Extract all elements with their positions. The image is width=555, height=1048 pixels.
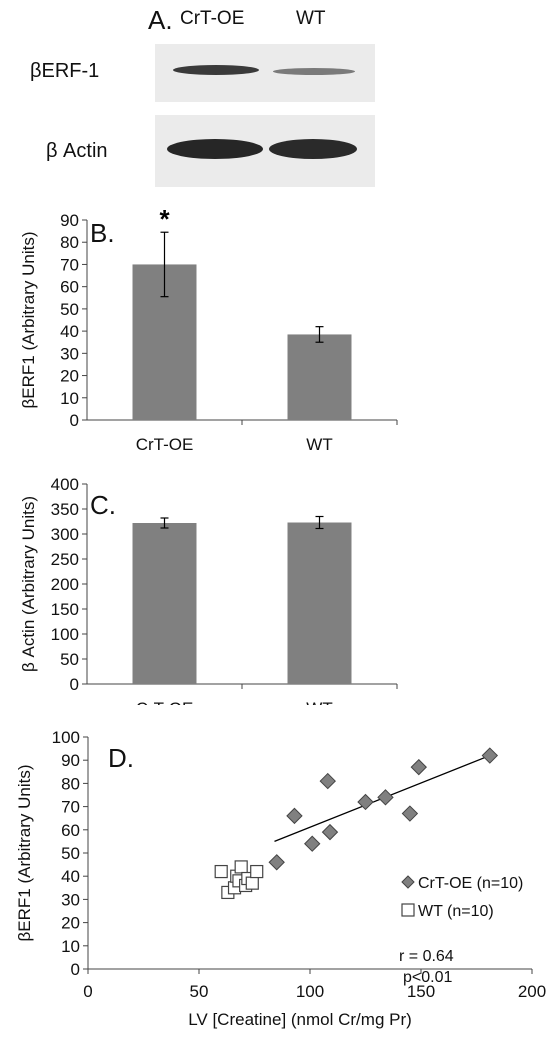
- chart-b-y-tick-label: 30: [60, 344, 79, 363]
- chart-c-y-tick-label: 400: [51, 475, 79, 494]
- chart-d-y-tick-label: 0: [71, 960, 80, 979]
- chart-b-panel-letter: B.: [90, 218, 115, 248]
- chart-d-x-tick-label: 50: [190, 982, 209, 1001]
- chart-d-point-crt-oe: [321, 823, 339, 841]
- chart-d-y-tick-label: 60: [61, 821, 80, 840]
- blot-band-actin-wt: [269, 139, 357, 159]
- chart-c-y-tick-label: 200: [51, 575, 79, 594]
- chart-d-y-tick-label: 20: [61, 914, 80, 933]
- blot-band-actin-crt-oe: [167, 139, 263, 159]
- chart-d-legend-marker-wt: [401, 903, 415, 917]
- chart-d-point-crt-oe: [481, 747, 499, 764]
- chart-d-point-wt: [250, 864, 264, 879]
- chart-c-x-category-label: WT: [306, 699, 332, 705]
- chart-d-point-crt-oe: [357, 793, 374, 811]
- chart-d-y-tick-label: 40: [61, 867, 80, 886]
- chart-d-point-crt-oe: [319, 772, 336, 790]
- chart-d-point-crt-oe: [401, 805, 419, 822]
- chart-d-point-crt-oe: [268, 854, 285, 871]
- chart-d-y-tick-label: 100: [52, 728, 80, 747]
- chart-b-y-tick-label: 20: [60, 367, 79, 386]
- chart-b-significance-mark: *: [159, 204, 170, 234]
- blot-band-berf1-crt-oe: [173, 65, 259, 75]
- chart-d-legend-label: WT (n=10): [418, 903, 494, 920]
- chart-c-y-tick-label: 50: [60, 650, 79, 669]
- chart-d-legend-marker-crt-oe: [401, 875, 415, 889]
- chart-b-y-tick-label: 70: [60, 255, 79, 274]
- chart-d-y-axis-label: βERF1 (Arbitrary Units): [15, 765, 34, 942]
- chart-b: 0 10 20 30 40 50 60 70 80 90 * CrT-OE WT B. βERF1 (Arb…: [19, 204, 398, 454]
- chart-b-y-tick-label: 50: [60, 300, 79, 319]
- chart-d-point-crt-oe: [286, 807, 303, 825]
- chart-d-point-wt: [245, 876, 259, 890]
- chart-b-x-category-label: CrT-OE: [136, 435, 194, 454]
- chart-d-point-crt-oe: [410, 758, 427, 776]
- blot-band-berf1-wt: [273, 68, 355, 75]
- chart-b-y-axis-label: βERF1 (Arbitrary Units): [19, 232, 38, 409]
- chart-d-point-wt: [214, 864, 228, 879]
- chart-b-y-tick-label: 10: [60, 389, 79, 408]
- chart-c-y-axis-label: β Actin (Arbitrary Units): [19, 496, 38, 672]
- chart-b-y-tick-label: 40: [60, 322, 79, 341]
- chart-b-y-tick-label: 0: [70, 411, 79, 430]
- chart-b-y-tick-label: 60: [60, 278, 79, 297]
- chart-d-y-tick-label: 80: [61, 774, 80, 793]
- blot-image-berf1: [155, 44, 375, 102]
- chart-d-x-tick-label: 150: [407, 982, 435, 1001]
- chart-d-x-tick-label: 100: [296, 982, 324, 1001]
- chart-d-y-tick-label: 90: [61, 751, 80, 770]
- chart-d-legend-label: CrT-OE (n=10): [418, 875, 523, 892]
- blot-label-berf1: βERF-1: [30, 60, 100, 82]
- chart-c-y-tick-label: 300: [51, 525, 79, 544]
- chart-d-annotation-p: p<0.01: [403, 969, 452, 986]
- lane-label-crt-oe: CrT-OE: [180, 8, 245, 29]
- chart-b-bar-wt: [287, 334, 352, 420]
- chart-c-x-category-label: CrT-OE: [136, 699, 194, 705]
- chart-d: 0 10 20 30 40 50 60 70 80 90 100 0 50 100 150 200 CrT-OE…: [15, 728, 546, 1029]
- chart-d-point-crt-oe: [304, 835, 321, 852]
- chart-b-x-category-label: WT: [306, 435, 332, 454]
- chart-c-bar-crt-oe: [132, 523, 197, 684]
- panel-a-letter: A.: [148, 5, 173, 35]
- chart-c-y-tick-label: 250: [51, 550, 79, 569]
- chart-d-panel-letter: D.: [108, 743, 134, 773]
- chart-d-y-tick-label: 30: [61, 890, 80, 909]
- chart-c-y-tick-label: 350: [51, 500, 79, 519]
- chart-d-y-tick-label: 50: [61, 844, 80, 863]
- chart-d-x-tick-label: 0: [83, 982, 92, 1001]
- chart-b-y-tick-label: 80: [60, 233, 79, 252]
- chart-c-y-tick-label: 0: [70, 675, 79, 694]
- chart-d-annotation-r: r = 0.64: [399, 948, 454, 965]
- chart-c-y-tick-label: 150: [51, 600, 79, 619]
- chart-d-x-axis-label: LV [Creatine] (nmol Cr/mg Pr): [188, 1010, 412, 1029]
- chart-c: 0 50 100 150 200 250 300 350 400 CrT-OE WT C. β Acti…: [19, 475, 398, 705]
- chart-d-y-tick-label: 10: [61, 937, 80, 956]
- chart-d-x-tick-label: 200: [518, 982, 546, 1001]
- chart-c-bar-wt: [287, 522, 352, 684]
- blot-image-actin: [155, 115, 375, 187]
- blot-label-actin: β Actin: [46, 140, 108, 162]
- chart-c-y-tick-label: 100: [51, 625, 79, 644]
- lane-label-wt: WT: [296, 8, 326, 29]
- chart-c-panel-letter: C.: [90, 490, 116, 520]
- chart-d-point-crt-oe: [377, 789, 394, 806]
- chart-d-point-wt: [234, 860, 248, 874]
- chart-d-y-tick-label: 70: [61, 798, 80, 817]
- chart-b-y-tick-label: 90: [60, 211, 79, 230]
